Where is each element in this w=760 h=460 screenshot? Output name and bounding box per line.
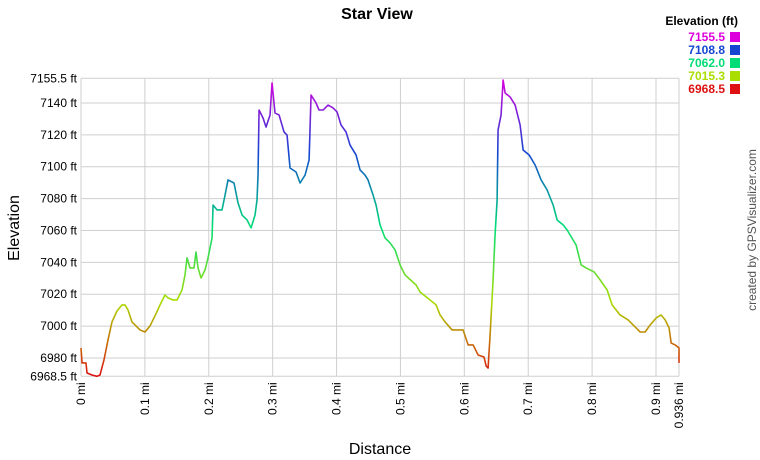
watermark: created by GPSVisualizer.com	[745, 149, 759, 311]
legend-swatch	[730, 45, 740, 55]
y-tick-label: 7000 ft	[40, 319, 77, 333]
y-tick-label: 7140 ft	[40, 96, 77, 110]
legend-title: Elevation (ft)	[665, 14, 738, 28]
y-axis-title: Elevation	[6, 195, 23, 261]
y-tick-label: 7155.5 ft	[30, 71, 77, 85]
chart-title: Star View	[341, 6, 413, 23]
y-tick-label: 7060 ft	[40, 223, 77, 237]
x-tick-label: 0.936 mi	[672, 382, 686, 428]
legend-swatch	[730, 71, 740, 81]
x-tick-label: 0.3 mi	[266, 382, 280, 415]
x-tick-label: 0.4 mi	[330, 382, 344, 415]
x-tick-label: 0.1 mi	[138, 382, 152, 415]
legend-swatch	[730, 84, 740, 94]
legend-label: 6968.5	[688, 82, 725, 96]
x-tick-label: 0.2 mi	[202, 382, 216, 415]
y-tick-label: 6968.5 ft	[30, 369, 77, 383]
x-tick-label: 0.5 mi	[393, 382, 407, 415]
y-tick-label: 7100 ft	[40, 160, 77, 174]
y-tick-label: 7120 ft	[40, 128, 77, 142]
y-tick-label: 7080 ft	[40, 192, 77, 206]
legend-swatch	[730, 32, 740, 42]
legend-swatch	[730, 58, 740, 68]
legend-label: 7062.0	[688, 56, 725, 70]
legend-label: 7108.8	[688, 43, 725, 57]
x-tick-label: 0.6 mi	[457, 382, 471, 415]
x-tick-label: 0 mi	[74, 382, 88, 405]
y-tick-label: 7040 ft	[40, 255, 77, 269]
legend-label: 7155.5	[688, 30, 725, 44]
y-tick-label: 6980 ft	[40, 351, 77, 365]
legend-label: 7015.3	[688, 69, 725, 83]
x-tick-label: 0.9 mi	[649, 382, 663, 415]
y-tick-label: 7020 ft	[40, 287, 77, 301]
x-tick-label: 0.7 mi	[521, 382, 535, 415]
x-tick-label: 0.8 mi	[585, 382, 599, 415]
elevation-line	[80, 79, 680, 378]
x-axis-title: Distance	[349, 441, 411, 458]
